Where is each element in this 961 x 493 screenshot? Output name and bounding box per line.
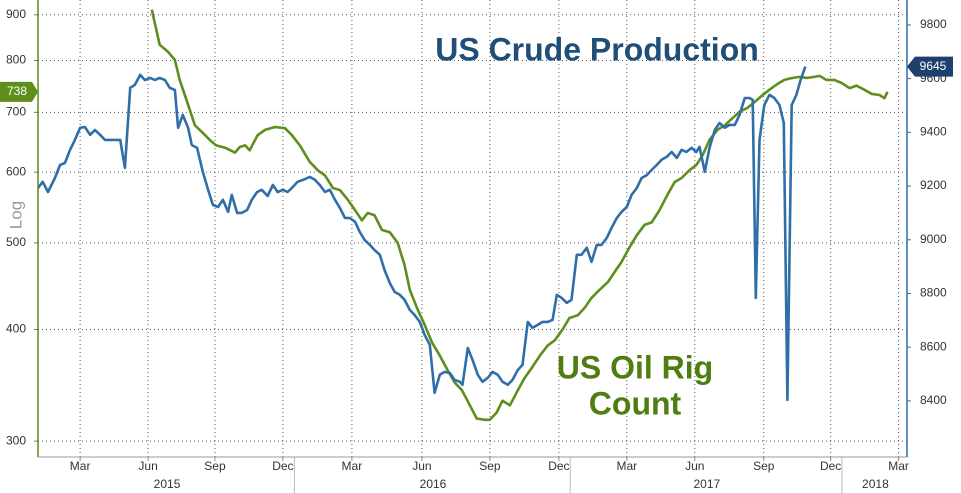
- x-tick-label: Mar: [342, 459, 363, 473]
- x-tick-label: Sep: [204, 459, 226, 473]
- y-tick-label: 400: [6, 322, 26, 336]
- last-value-tag: [907, 56, 953, 77]
- y2-tick-label: 8400: [920, 393, 947, 407]
- y-axis-label: Log: [6, 201, 25, 229]
- annotation: Count: [589, 385, 682, 421]
- y-tick-label: 900: [6, 7, 26, 21]
- y2-tick-label: 9200: [920, 178, 947, 192]
- y2-tick-label: 9000: [920, 232, 947, 246]
- x-tick-label: Sep: [479, 459, 501, 473]
- last-value-label: 738: [7, 84, 27, 98]
- year-label: 2015: [154, 477, 181, 491]
- y2-tick-label: 8800: [920, 286, 947, 300]
- series-line: [38, 66, 807, 402]
- x-tick-label: Mar: [888, 459, 909, 473]
- plot-area: [38, 9, 889, 422]
- x-tick-label: Jun: [412, 459, 431, 473]
- annotation: US Oil Rig: [557, 349, 713, 385]
- x-tick-label: Mar: [616, 459, 637, 473]
- annotation: US Crude Production: [435, 31, 759, 67]
- y-tick-label: 700: [6, 105, 26, 119]
- x-tick-label: Dec: [548, 459, 569, 473]
- year-label: 2016: [420, 477, 447, 491]
- x-tick-label: Dec: [820, 459, 841, 473]
- x-tick-label: Mar: [70, 459, 91, 473]
- y-tick-label: 600: [6, 164, 26, 178]
- x-tick-label: Dec: [272, 459, 293, 473]
- y-tick-label: 500: [6, 235, 26, 249]
- x-tick-label: Jun: [138, 459, 157, 473]
- last-value-label: 9645: [920, 59, 947, 73]
- x-tick-label: Jun: [685, 459, 704, 473]
- year-label: 2018: [862, 477, 889, 491]
- series-line: [150, 9, 889, 422]
- year-label: 2017: [694, 477, 721, 491]
- y2-tick-label: 9800: [920, 17, 947, 31]
- last-value-tag: [0, 81, 38, 102]
- y2-tick-label: 8600: [920, 339, 947, 353]
- x-tick-label: Sep: [753, 459, 775, 473]
- y-tick-label: 800: [6, 53, 26, 67]
- y-tick-label: 300: [6, 433, 26, 447]
- y2-tick-label: 9400: [920, 125, 947, 139]
